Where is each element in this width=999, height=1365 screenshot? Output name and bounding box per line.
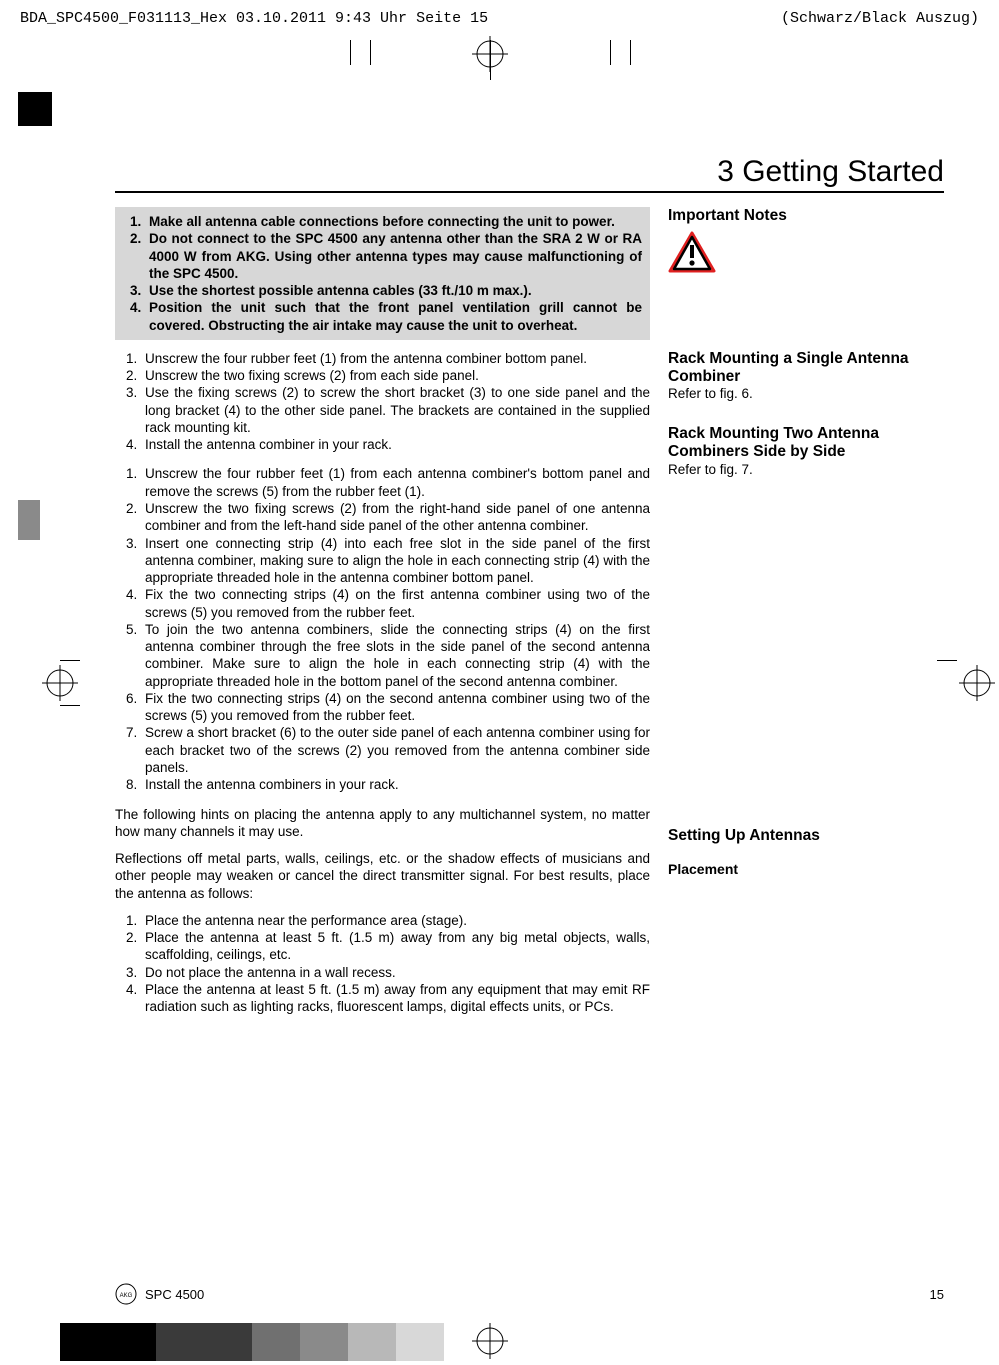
crop-line-icon	[60, 660, 80, 661]
placement-intro: Reflections off metal parts, walls, ceil…	[115, 850, 650, 902]
side-ref-single: Refer to fig. 6.	[668, 386, 944, 401]
important-notes-box: Make all antenna cable connections befor…	[115, 207, 650, 340]
side-heading-important: Important Notes	[668, 207, 944, 225]
registration-target-icon	[472, 36, 508, 72]
side-heading-antennas: Setting Up Antennas	[668, 827, 944, 845]
list-item: Unscrew the four rubber feet (1) from th…	[141, 350, 650, 367]
list-item: Unscrew the four rubber feet (1) from ea…	[141, 465, 650, 500]
page-content: 3 Getting Started Make all antenna cable…	[115, 155, 944, 1305]
side-heading-dual: Rack Mounting Two Antenna Combiners Side…	[668, 425, 944, 461]
single-mount-list: Unscrew the four rubber feet (1) from th…	[115, 350, 650, 454]
page-footer: AKG SPC 4500 15	[115, 1283, 944, 1305]
registration-target-icon	[959, 665, 995, 701]
list-item: Use the fixing screws (2) to screw the s…	[141, 384, 650, 436]
list-item: Position the unit such that the front pa…	[145, 299, 642, 334]
list-item: Unscrew the two fixing screws (2) from e…	[141, 367, 650, 384]
important-notes-list: Make all antenna cable connections befor…	[119, 213, 642, 334]
list-item: Install the antenna combiner in your rac…	[141, 436, 650, 453]
list-item: Do not connect to the SPC 4500 any anten…	[145, 230, 642, 282]
list-item: Place the antenna near the performance a…	[141, 912, 650, 929]
list-item: Install the antenna combiners in your ra…	[141, 776, 650, 793]
registration-target-icon	[472, 1323, 508, 1359]
list-item: Fix the two connecting strips (4) on the…	[141, 690, 650, 725]
list-item: Fix the two connecting strips (4) on the…	[141, 586, 650, 621]
list-item: Unscrew the two fixing screws (2) from t…	[141, 500, 650, 535]
grayscale-calibration-icon	[60, 1323, 444, 1361]
print-header-right: (Schwarz/Black Auszug)	[781, 10, 979, 27]
list-item: Do not place the antenna in a wall reces…	[141, 964, 650, 981]
dual-mount-list: Unscrew the four rubber feet (1) from ea…	[115, 465, 650, 793]
list-item: To join the two antenna combiners, slide…	[141, 621, 650, 690]
footer-model: SPC 4500	[145, 1287, 204, 1302]
list-item: Make all antenna cable connections befor…	[145, 213, 642, 230]
main-column: Make all antenna cable connections befor…	[115, 207, 650, 1015]
side-ref-dual: Refer to fig. 7.	[668, 462, 944, 477]
list-item: Screw a short bracket (6) to the outer s…	[141, 724, 650, 776]
list-item: Insert one connecting strip (4) into eac…	[141, 535, 650, 587]
warning-icon	[668, 231, 716, 273]
registration-target-icon	[42, 665, 78, 701]
list-item: Place the antenna at least 5 ft. (1.5 m)…	[141, 929, 650, 964]
page-number: 15	[930, 1287, 944, 1302]
akg-logo-icon: AKG	[115, 1283, 137, 1305]
list-item: Use the shortest possible antenna cables…	[145, 282, 642, 299]
printer-mark-icon	[18, 92, 52, 126]
antenna-intro: The following hints on placing the anten…	[115, 806, 650, 841]
chapter-title: 3 Getting Started	[115, 155, 944, 193]
printer-mark-icon	[18, 500, 40, 540]
side-column: Important Notes Rack Mounting a Single A…	[668, 207, 944, 1015]
list-item: Place the antenna at least 5 ft. (1.5 m)…	[141, 981, 650, 1016]
crop-line-icon	[60, 705, 80, 706]
side-heading-placement: Placement	[668, 861, 944, 877]
print-header: BDA_SPC4500_F031113_Hex 03.10.2011 9:43 …	[20, 10, 979, 27]
svg-text:AKG: AKG	[120, 1293, 133, 1299]
side-heading-single: Rack Mounting a Single Antenna Combiner	[668, 350, 944, 386]
placement-list: Place the antenna near the performance a…	[115, 912, 650, 1016]
print-header-left: BDA_SPC4500_F031113_Hex 03.10.2011 9:43 …	[20, 10, 488, 27]
